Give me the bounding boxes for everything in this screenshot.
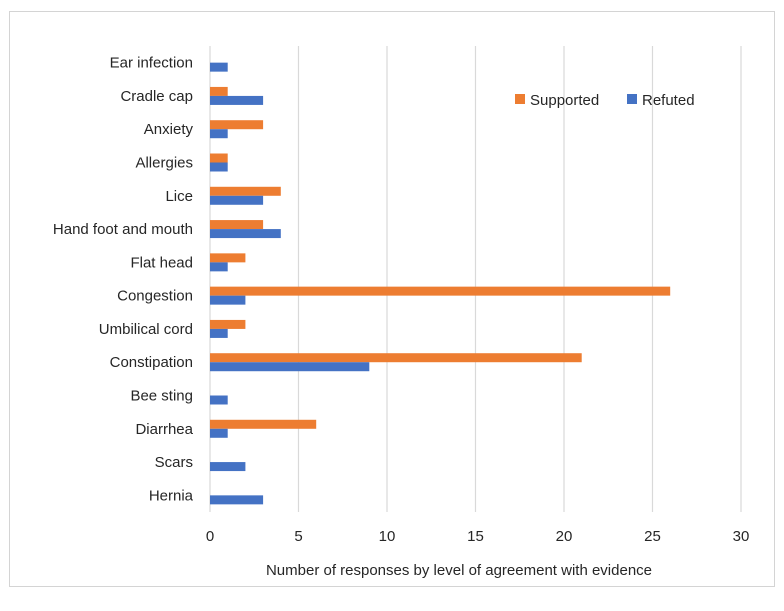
x-tick-labels: 0 5 10 15 20 25 30 — [206, 528, 750, 545]
x-tick-label: 10 — [379, 528, 396, 545]
category-label: Hernia — [149, 487, 194, 504]
bar-refuted — [210, 195, 264, 205]
legend-swatch-supported — [515, 94, 525, 104]
bar-refuted — [210, 162, 228, 172]
category-label: Flat head — [130, 254, 193, 271]
bar-supported — [210, 86, 228, 96]
category-label: Lice — [165, 188, 193, 205]
legend-label-refuted: Refuted — [642, 92, 695, 109]
bar-refuted — [210, 462, 246, 472]
bar-refuted — [210, 395, 228, 405]
category-label: Ear infection — [110, 55, 193, 72]
bar-refuted — [210, 229, 281, 239]
bar-supported — [210, 120, 264, 130]
bar-supported — [210, 220, 264, 230]
bar-refuted — [210, 428, 228, 438]
bar-supported — [210, 319, 246, 329]
bar-refuted — [210, 262, 228, 272]
bar-refuted — [210, 95, 264, 105]
category-label: Allergies — [135, 155, 193, 172]
bar-supported — [210, 353, 582, 363]
category-label: Umbilical cord — [99, 321, 193, 338]
bar-supported — [210, 419, 317, 429]
bar-refuted — [210, 295, 246, 305]
category-label: Cradle cap — [120, 88, 193, 105]
x-tick-label: 20 — [556, 528, 573, 545]
x-tick-label: 25 — [644, 528, 661, 545]
bar-supported — [210, 253, 246, 263]
legend-swatch-refuted — [627, 94, 637, 104]
category-label: Congestion — [117, 288, 193, 305]
bar-supported — [210, 153, 228, 163]
bar-refuted — [210, 495, 264, 505]
x-tick-label: 0 — [206, 528, 214, 545]
category-label: Anxiety — [144, 121, 194, 138]
category-label: Bee sting — [130, 388, 193, 405]
legend: Supported Refuted — [515, 92, 695, 109]
x-tick-label: 30 — [733, 528, 750, 545]
chart-container: Ear infection Cradle cap Anxiety Allergies L… — [9, 11, 775, 587]
category-label: Hand foot and mouth — [53, 221, 193, 238]
category-label: Diarrhea — [135, 421, 193, 438]
bar-supported — [210, 186, 281, 196]
x-tick-label: 5 — [294, 528, 302, 545]
bar-supported — [210, 286, 671, 296]
bar-refuted — [210, 362, 370, 372]
bar-refuted — [210, 62, 228, 72]
category-label: Scars — [155, 454, 193, 471]
bar-refuted — [210, 129, 228, 139]
category-labels: Ear infection Cradle cap Anxiety Allergies L… — [53, 55, 194, 505]
x-tick-label: 15 — [467, 528, 484, 545]
category-label: Constipation — [110, 354, 193, 371]
bar-refuted — [210, 328, 228, 338]
gridlines — [209, 46, 742, 512]
legend-label-supported: Supported — [530, 92, 599, 109]
x-axis-title: Number of responses by level of agreemen… — [266, 562, 652, 579]
bars — [210, 62, 671, 505]
